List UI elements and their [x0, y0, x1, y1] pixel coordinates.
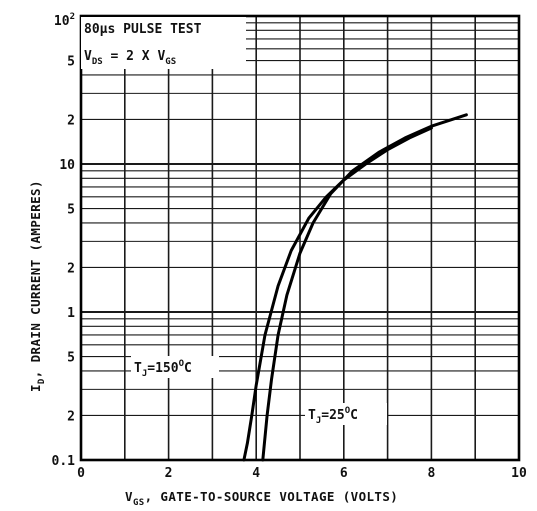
vds-condition-label: VDS = 2 X VGS: [84, 49, 176, 67]
x-tick-label: 8: [427, 466, 435, 481]
y-tick-label: 1: [67, 306, 75, 321]
x-tick-label: 6: [340, 466, 348, 481]
y-tick-label: 5: [67, 55, 75, 70]
tj25-annotation: TJ=25OC: [305, 403, 387, 426]
grid: [81, 16, 519, 460]
tj25-label: TJ=25OC: [308, 406, 358, 426]
x-axis-title: VGS, GATE-TO-SOURCE VOLTAGE (VOLTS): [125, 489, 398, 508]
x-tick-label: 0: [77, 466, 85, 481]
plot-border: [79, 14, 521, 462]
tj150-annotation: TJ=150OC: [131, 356, 219, 379]
pulse-test-label: 80µs PULSE TEST: [84, 22, 202, 37]
tj150-label: TJ=150OC: [134, 359, 192, 379]
y-tick-label: 5: [67, 351, 75, 366]
x-tick-label: 10: [511, 466, 527, 481]
y-tick-label: 5: [67, 203, 75, 218]
y-tick-label: 102: [54, 12, 75, 29]
y-tick-label: 2: [67, 261, 75, 276]
test-conditions-annotation: 80µs PULSE TEST VDS = 2 X VGS: [81, 17, 246, 69]
y-axis-title: ID, DRAIN CURRENT (AMPERES): [28, 180, 47, 392]
x-tick-label: 4: [252, 466, 260, 481]
plot-frame: [79, 14, 521, 462]
y-tick-label: 2: [67, 113, 75, 128]
y-tick-label: 0.1: [52, 454, 76, 469]
y-tick-label: 2: [67, 409, 75, 424]
y-tick-label: 10: [59, 158, 75, 173]
series-curves: [242, 113, 468, 462]
series-curve-0: [242, 126, 433, 462]
x-tick-label: 2: [165, 466, 173, 481]
series-curve-1: [261, 113, 468, 462]
